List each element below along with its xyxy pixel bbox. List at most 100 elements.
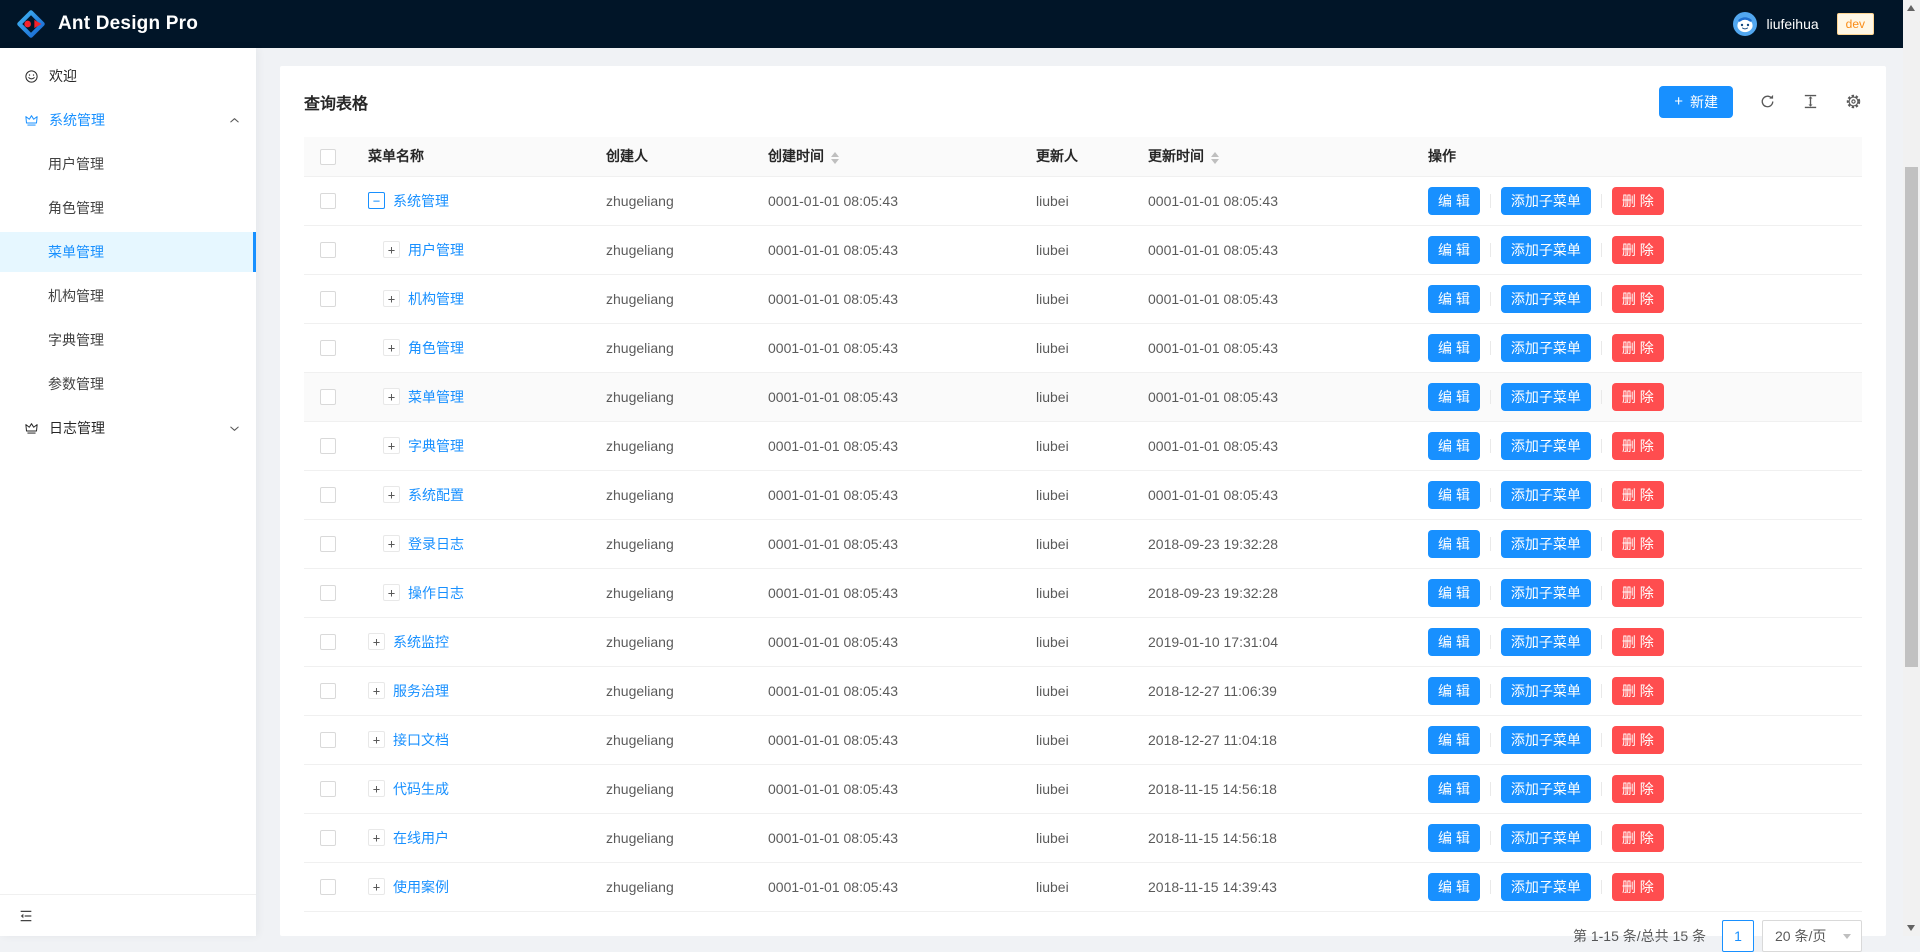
delete-button[interactable]: 删 除 [1611, 578, 1664, 607]
row-checkbox[interactable] [320, 732, 336, 749]
expand-toggle[interactable]: + [368, 780, 385, 797]
row-checkbox[interactable] [320, 830, 336, 847]
select-all-checkbox[interactable] [320, 148, 336, 165]
edit-button[interactable]: 编 辑 [1428, 235, 1480, 264]
edit-button[interactable]: 编 辑 [1428, 823, 1480, 852]
delete-button[interactable]: 删 除 [1611, 480, 1664, 509]
expand-toggle[interactable]: + [383, 584, 400, 601]
sidebar-subitem[interactable]: 菜单管理 [0, 232, 256, 272]
menu-name-link[interactable]: 登录日志 [408, 535, 464, 552]
add-submenu-button[interactable]: 添加子菜单 [1500, 235, 1591, 264]
delete-button[interactable]: 删 除 [1611, 333, 1664, 362]
menu-name-link[interactable]: 操作日志 [408, 584, 464, 601]
menu-name-link[interactable]: 系统监控 [393, 633, 449, 650]
delete-button[interactable]: 删 除 [1611, 725, 1664, 754]
menu-name-link[interactable]: 接口文档 [393, 731, 449, 748]
menu-name-link[interactable]: 系统配置 [408, 486, 464, 503]
menu-name-link[interactable]: 服务治理 [393, 682, 449, 699]
sorter-icon[interactable] [1211, 151, 1219, 164]
add-submenu-button[interactable]: 添加子菜单 [1500, 872, 1591, 901]
expand-toggle[interactable]: + [368, 682, 385, 699]
row-checkbox[interactable] [320, 536, 336, 553]
edit-button[interactable]: 编 辑 [1428, 333, 1480, 362]
edit-button[interactable]: 编 辑 [1428, 627, 1480, 656]
expand-toggle[interactable]: + [368, 878, 385, 895]
menu-fold-icon[interactable] [18, 908, 34, 924]
edit-button[interactable]: 编 辑 [1428, 872, 1480, 901]
row-checkbox[interactable] [320, 389, 336, 406]
menu-name-link[interactable]: 机构管理 [408, 290, 464, 307]
edit-button[interactable]: 编 辑 [1428, 774, 1480, 803]
delete-button[interactable]: 删 除 [1611, 872, 1664, 901]
sidebar-subitem[interactable]: 角色管理 [48, 200, 104, 216]
row-checkbox[interactable] [320, 438, 336, 455]
row-checkbox[interactable] [320, 340, 336, 357]
delete-button[interactable]: 删 除 [1611, 823, 1664, 852]
expand-toggle[interactable]: + [383, 437, 400, 454]
add-submenu-button[interactable]: 添加子菜单 [1500, 529, 1591, 558]
expand-toggle[interactable]: + [383, 535, 400, 552]
sidebar-group-system[interactable]: 系统管理 [0, 100, 256, 140]
menu-name-link[interactable]: 使用案例 [393, 878, 449, 895]
menu-name-link[interactable]: 代码生成 [393, 780, 449, 797]
add-submenu-button[interactable]: 添加子菜单 [1500, 480, 1591, 509]
edit-button[interactable]: 编 辑 [1428, 725, 1480, 754]
row-checkbox[interactable] [320, 242, 336, 259]
row-checkbox[interactable] [320, 781, 336, 798]
settings-gear-icon[interactable] [1845, 93, 1862, 110]
row-checkbox[interactable] [320, 193, 336, 210]
add-submenu-button[interactable]: 添加子菜单 [1500, 284, 1591, 313]
scrollbar-thumb[interactable] [1905, 167, 1918, 667]
user-menu[interactable]: liufeihua [1733, 12, 1819, 36]
page-1-button[interactable]: 1 [1722, 920, 1754, 952]
reload-icon[interactable] [1759, 93, 1776, 110]
sidebar-subitem[interactable]: 机构管理 [48, 288, 104, 304]
delete-button[interactable]: 删 除 [1611, 284, 1664, 313]
expand-toggle[interactable]: + [383, 339, 400, 356]
delete-button[interactable]: 删 除 [1611, 186, 1664, 215]
add-submenu-button[interactable]: 添加子菜单 [1500, 774, 1591, 803]
expand-toggle[interactable]: + [383, 290, 400, 307]
delete-button[interactable]: 删 除 [1611, 676, 1664, 705]
delete-button[interactable]: 删 除 [1611, 774, 1664, 803]
sidebar-subitem[interactable]: 用户管理 [48, 156, 104, 172]
density-icon[interactable] [1802, 93, 1819, 110]
edit-button[interactable]: 编 辑 [1428, 480, 1480, 509]
row-checkbox[interactable] [320, 291, 336, 308]
scroll-up-arrow-icon[interactable] [1907, 5, 1915, 11]
scroll-down-arrow-icon[interactable] [1907, 925, 1915, 931]
delete-button[interactable]: 删 除 [1611, 235, 1664, 264]
menu-name-link[interactable]: 在线用户 [393, 829, 449, 846]
column-header-created[interactable]: 创建时间 [752, 137, 1020, 177]
add-submenu-button[interactable]: 添加子菜单 [1500, 578, 1591, 607]
edit-button[interactable]: 编 辑 [1428, 186, 1480, 215]
menu-name-link[interactable]: 角色管理 [408, 339, 464, 356]
expand-toggle[interactable]: + [383, 241, 400, 258]
new-button[interactable]: + 新建 [1659, 85, 1733, 118]
menu-name-link[interactable]: 系统管理 [393, 192, 449, 209]
add-submenu-button[interactable]: 添加子菜单 [1500, 333, 1591, 362]
add-submenu-button[interactable]: 添加子菜单 [1500, 676, 1591, 705]
add-submenu-button[interactable]: 添加子菜单 [1500, 382, 1591, 411]
menu-name-link[interactable]: 字典管理 [408, 437, 464, 454]
add-submenu-button[interactable]: 添加子菜单 [1500, 186, 1591, 215]
page-size-select[interactable]: 20 条/页 [1762, 920, 1862, 952]
edit-button[interactable]: 编 辑 [1428, 284, 1480, 313]
row-checkbox[interactable] [320, 585, 336, 602]
edit-button[interactable]: 编 辑 [1428, 529, 1480, 558]
expand-toggle[interactable]: + [368, 731, 385, 748]
add-submenu-button[interactable]: 添加子菜单 [1500, 823, 1591, 852]
edit-button[interactable]: 编 辑 [1428, 676, 1480, 705]
row-checkbox[interactable] [320, 879, 336, 896]
add-submenu-button[interactable]: 添加子菜单 [1500, 627, 1591, 656]
expand-toggle[interactable]: − [368, 192, 385, 209]
add-submenu-button[interactable]: 添加子菜单 [1500, 725, 1591, 754]
edit-button[interactable]: 编 辑 [1428, 431, 1480, 460]
expand-toggle[interactable]: + [368, 829, 385, 846]
add-submenu-button[interactable]: 添加子菜单 [1500, 431, 1591, 460]
delete-button[interactable]: 删 除 [1611, 529, 1664, 558]
expand-toggle[interactable]: + [368, 633, 385, 650]
delete-button[interactable]: 删 除 [1611, 431, 1664, 460]
sidebar-group-logs[interactable]: 日志管理 [0, 408, 256, 448]
vertical-scrollbar[interactable] [1903, 0, 1920, 936]
